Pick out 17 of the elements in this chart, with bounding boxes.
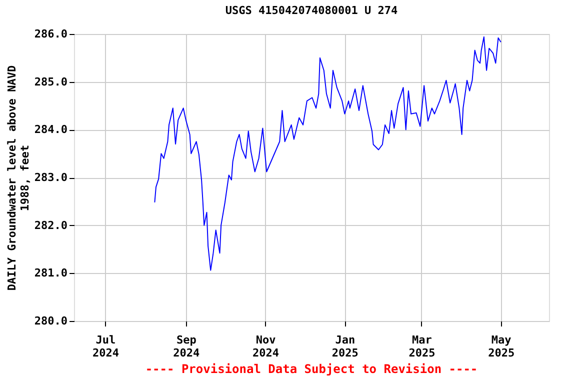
- y-tick-label: 284.0: [34, 123, 68, 136]
- y-tick-label: 286.0: [34, 28, 68, 40]
- x-tick-label: Sep 2024: [173, 334, 200, 360]
- y-tick-label: 283.0: [34, 171, 68, 184]
- x-tick-label: Nov 2024: [252, 334, 280, 360]
- x-tick-label: Jan 2025: [332, 334, 358, 360]
- x-tick-label: Jul 2024: [92, 334, 120, 360]
- text: ---- Provisional Data Subject to Revision ----: [145, 362, 478, 376]
- y-tick-label: 285.0: [34, 75, 68, 88]
- x-tick-label: May 2025: [488, 334, 515, 360]
- x-tick-label: Mar 2025: [408, 334, 436, 360]
- chart-title: USGS 415042074080001 U 274: [225, 4, 398, 17]
- y-axis-title: DAILY Groundwater level above NAVD 1988, feet: [5, 65, 32, 291]
- y-tick-label: 282.0: [34, 218, 68, 232]
- y-tick-label: 281.0: [34, 266, 68, 280]
- line-series: [154, 36, 502, 271]
- y-tick-label: 280.0: [34, 314, 68, 328]
